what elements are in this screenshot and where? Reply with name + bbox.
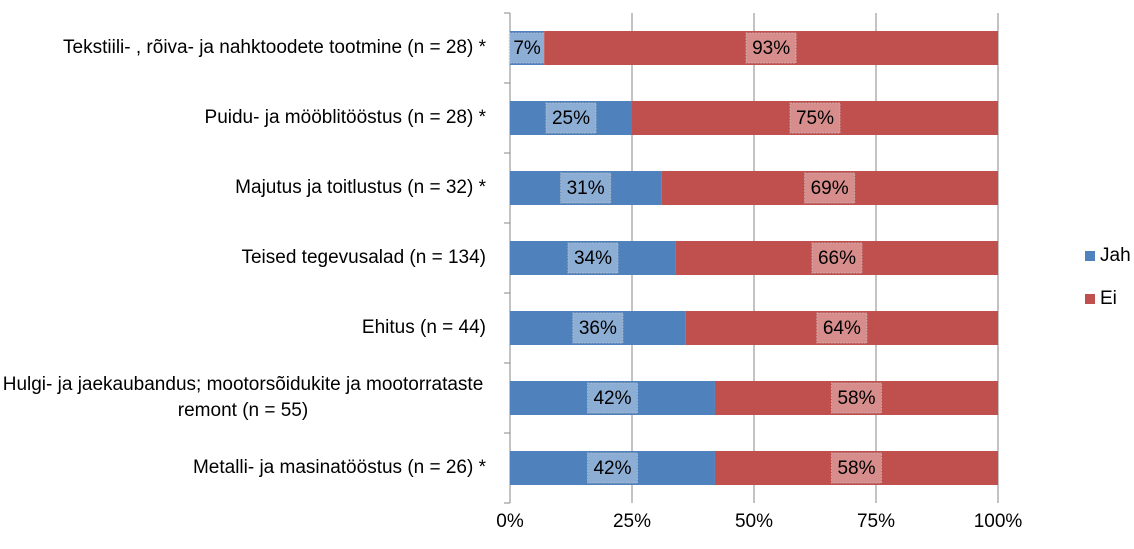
data-label-box [567,242,619,274]
x-tick-label: 25% [613,511,651,532]
data-label: 25% [552,108,590,129]
data-label: 42% [593,388,631,409]
data-label: 34% [574,248,612,269]
data-label-box [804,172,856,204]
y-tick-label: Teised tegevusalad (n = 134) [0,245,486,271]
bar [714,451,998,485]
y-tick-label: Majutus ja toitlustus (n = 32) * [0,175,486,201]
y-tick-label-text: Ehitus (n = 44) [361,317,486,338]
data-label: 69% [811,178,849,199]
data-label: 64% [823,318,861,339]
legend-swatch [1085,251,1095,261]
legend-label: Ei [1100,288,1117,309]
data-label: 58% [837,458,875,479]
data-label-box [572,312,624,344]
data-label: 66% [818,248,856,269]
y-tick-label-text: Puidu- ja mööblitööstus (n = 28) * [204,107,486,128]
data-label-box [816,312,868,344]
bar [685,311,998,345]
data-label: 93% [752,38,790,59]
x-tick-label: 0% [496,511,524,532]
y-tick-label-text: Metalli- ja masinatööstus (n = 26) * [192,457,486,478]
bar [544,31,998,65]
data-label-box [811,242,863,274]
data-label-box [560,172,612,204]
bar [510,171,662,205]
data-label-box [830,382,882,414]
x-tick-label: 75% [857,511,895,532]
bar [675,241,998,275]
bar [661,171,998,205]
y-tick-label: Hulgi- ja jaekaubandus; mootorsõidukite … [0,372,486,424]
data-label: 31% [567,178,605,199]
y-tick-label: Puidu- ja mööblitööstus (n = 28) * [0,105,486,131]
y-tick-label: Tekstiili- , rõiva- ja nahktoodete tootm… [0,35,486,61]
y-tick-label-text: Tekstiili- , rõiva- ja nahktoodete tootm… [63,37,486,58]
data-label: 58% [837,388,875,409]
bar [632,101,998,135]
data-label-box [830,452,882,484]
data-label: 75% [796,108,834,129]
data-label: 7% [513,38,541,59]
data-label: 42% [593,458,631,479]
y-tick-label-text: Teised tegevusalad (n = 134) [241,247,486,268]
y-tick-label: Metalli- ja masinatööstus (n = 26) * [0,455,486,481]
x-tick-label: 100% [974,511,1023,532]
data-label-box [508,32,546,64]
bar [714,381,998,415]
data-label-box [789,102,841,134]
y-tick-label-text: Majutus ja toitlustus (n = 32) * [235,177,486,198]
legend-swatch [1085,294,1095,304]
bar [510,101,632,135]
x-tick-label: 50% [735,511,773,532]
bar [510,31,545,65]
legend-label: Jah [1100,245,1131,266]
bar [510,311,686,345]
bar [510,451,715,485]
bar [510,241,676,275]
y-tick-label-text: Hulgi- ja jaekaubandus; mootorsõidukite … [2,374,484,421]
data-label-box [586,382,638,414]
data-label: 36% [579,318,617,339]
y-tick-label: Ehitus (n = 44) [0,315,486,341]
bar [510,381,715,415]
data-label-box [745,32,797,64]
data-label-box [586,452,638,484]
data-label-box [545,102,597,134]
